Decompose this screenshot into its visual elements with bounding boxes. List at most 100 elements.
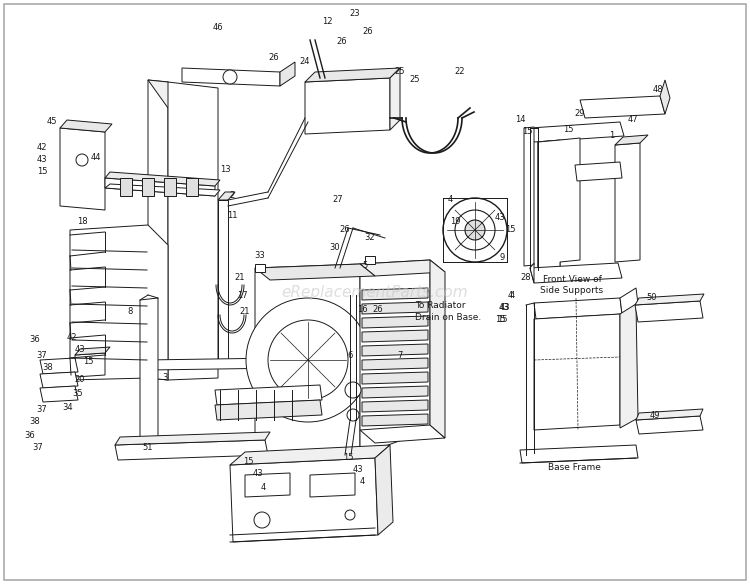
Text: 44: 44 — [91, 154, 101, 162]
Text: 8: 8 — [128, 308, 133, 317]
Text: 46: 46 — [213, 23, 223, 33]
Text: 45: 45 — [46, 117, 57, 127]
Polygon shape — [145, 358, 285, 370]
Polygon shape — [534, 314, 620, 430]
Text: 26: 26 — [373, 305, 383, 315]
Polygon shape — [362, 316, 428, 328]
Circle shape — [268, 320, 348, 400]
Polygon shape — [280, 350, 295, 368]
Polygon shape — [105, 172, 220, 186]
Text: 26: 26 — [363, 27, 374, 36]
Text: 26: 26 — [268, 54, 279, 62]
Polygon shape — [75, 347, 110, 355]
Text: 28: 28 — [520, 273, 531, 283]
Polygon shape — [660, 80, 670, 114]
Polygon shape — [280, 62, 295, 86]
Circle shape — [76, 154, 88, 166]
Text: 9: 9 — [500, 253, 505, 262]
Text: Base Frame: Base Frame — [548, 464, 601, 472]
Polygon shape — [255, 264, 375, 280]
Text: 2: 2 — [230, 190, 235, 200]
Text: 20: 20 — [75, 376, 86, 384]
Polygon shape — [362, 358, 428, 370]
Polygon shape — [215, 385, 322, 405]
Text: 19: 19 — [450, 217, 460, 227]
Polygon shape — [140, 298, 158, 442]
Text: 3: 3 — [162, 374, 168, 383]
Polygon shape — [362, 400, 428, 412]
Polygon shape — [390, 68, 400, 130]
Text: 25: 25 — [410, 75, 420, 85]
Text: 15: 15 — [82, 357, 93, 367]
Text: 43: 43 — [37, 155, 47, 165]
Text: 48: 48 — [652, 85, 663, 95]
Polygon shape — [60, 128, 105, 210]
Text: 13: 13 — [220, 165, 230, 175]
Text: 34: 34 — [63, 404, 74, 412]
Circle shape — [223, 70, 237, 84]
Text: 22: 22 — [454, 68, 465, 77]
Text: 15: 15 — [243, 457, 254, 467]
Polygon shape — [362, 344, 428, 356]
Polygon shape — [520, 445, 638, 463]
Polygon shape — [115, 432, 270, 445]
Polygon shape — [75, 353, 105, 377]
Text: 26: 26 — [337, 37, 347, 47]
Polygon shape — [636, 409, 703, 420]
Text: 5: 5 — [362, 260, 368, 269]
Text: 51: 51 — [142, 443, 153, 453]
Text: 42: 42 — [67, 333, 77, 342]
Text: 12: 12 — [322, 18, 332, 26]
Text: 15: 15 — [505, 225, 515, 235]
Polygon shape — [538, 140, 560, 272]
Polygon shape — [580, 96, 665, 118]
Polygon shape — [615, 143, 640, 262]
Text: 4: 4 — [509, 290, 515, 300]
Polygon shape — [575, 162, 622, 181]
Polygon shape — [305, 78, 390, 134]
Text: 43: 43 — [495, 214, 506, 223]
Polygon shape — [148, 80, 168, 380]
Text: 4: 4 — [507, 290, 513, 300]
Polygon shape — [105, 184, 220, 196]
Text: 6: 6 — [347, 350, 352, 360]
Text: 37: 37 — [37, 350, 47, 360]
Text: 29: 29 — [574, 109, 585, 117]
Polygon shape — [255, 451, 265, 459]
Text: 1: 1 — [609, 130, 615, 140]
Polygon shape — [148, 80, 188, 110]
Text: 15: 15 — [343, 454, 353, 463]
Polygon shape — [168, 82, 218, 380]
Polygon shape — [60, 120, 112, 132]
Text: 16: 16 — [357, 305, 368, 315]
Text: 43: 43 — [352, 465, 363, 474]
Circle shape — [465, 220, 485, 240]
Text: eReplacementParts.com: eReplacementParts.com — [282, 284, 468, 300]
Text: 18: 18 — [76, 217, 87, 227]
Polygon shape — [530, 263, 622, 283]
Text: 4: 4 — [359, 478, 364, 486]
Text: 30: 30 — [330, 244, 340, 252]
Text: 25: 25 — [394, 68, 405, 77]
Text: 33: 33 — [254, 251, 266, 259]
Polygon shape — [524, 127, 534, 266]
Text: 14: 14 — [514, 116, 525, 124]
Text: 15: 15 — [562, 126, 573, 134]
Text: 26: 26 — [340, 225, 350, 235]
Text: 42: 42 — [37, 144, 47, 152]
Circle shape — [455, 210, 495, 250]
Polygon shape — [230, 445, 390, 465]
Text: 47: 47 — [628, 116, 638, 124]
Circle shape — [254, 512, 270, 528]
Text: 27: 27 — [333, 196, 344, 204]
Circle shape — [347, 409, 359, 421]
Text: 15: 15 — [496, 315, 507, 325]
Polygon shape — [360, 425, 445, 443]
Polygon shape — [530, 263, 534, 283]
Polygon shape — [142, 178, 154, 196]
Text: 37: 37 — [33, 443, 44, 451]
Text: 15: 15 — [522, 127, 532, 137]
Text: 4: 4 — [260, 482, 266, 492]
Polygon shape — [40, 372, 78, 388]
Text: 21: 21 — [235, 273, 245, 283]
